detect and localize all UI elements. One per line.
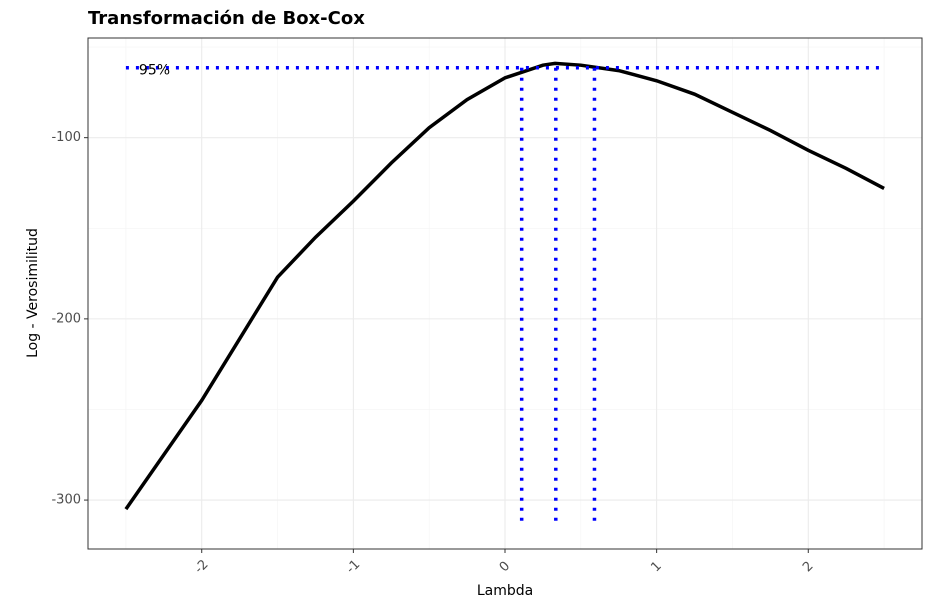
likelihood-curve [124,61,885,511]
y-axis-label: Log - Verosimilitud [25,228,41,358]
x-tick-label: 0 [497,559,513,575]
chart-title: Transformación de Box-Cox [88,8,365,29]
y-tick-label: -100 [51,130,81,145]
panel-border [87,37,923,550]
x-tick-label: -1 [343,557,363,577]
y-tick-label: -300 [51,493,81,508]
x-axis-label: Lambda [477,583,533,599]
x-tick-label: 1 [648,559,664,575]
y-tick-label: -200 [51,311,81,326]
x-tick-label: 2 [800,559,816,575]
x-tick-label: -2 [192,557,212,577]
ci-label: 95% [139,63,170,79]
